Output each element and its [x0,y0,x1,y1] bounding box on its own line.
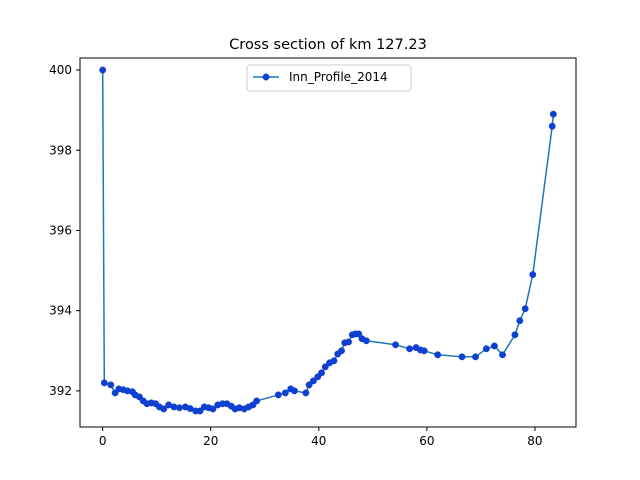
data-point [107,381,115,389]
data-point [196,407,204,415]
data-point [362,337,370,345]
x-tick-label: 80 [527,434,542,448]
legend: Inn_Profile_2014 [246,64,412,92]
data-point [281,389,289,397]
y-tick-label: 392 [49,384,72,398]
legend-label: Inn_Profile_2014 [289,70,388,84]
data-point [549,110,557,118]
data-point [175,404,183,412]
data-point [420,347,428,355]
y-tick-label: 400 [49,63,72,77]
x-tick-label: 60 [419,434,434,448]
data-point [458,353,466,361]
data-point [490,342,498,350]
chart-title: Cross section of km 127.23 [229,37,427,53]
y-tick-label: 394 [49,304,72,318]
data-point [338,347,345,355]
data-point [253,397,261,405]
data-point [321,363,329,371]
data-point [548,122,556,130]
data-point [434,351,442,359]
data-point [330,357,338,365]
data-point [309,377,317,385]
data-point [521,305,529,313]
data-point [499,351,506,359]
data-point [305,381,313,389]
data-point [318,369,325,377]
data-point [160,405,168,413]
data-point [291,387,298,395]
data-point [392,341,399,349]
data-point [482,345,490,353]
axis-ticks: 0 20 40 60 80 392 394 396 398 400 [49,63,542,448]
x-tick-label: 0 [99,434,107,448]
data-point [100,379,108,387]
data-point [516,317,524,325]
y-tick-label: 398 [49,143,72,157]
x-tick-label: 40 [311,434,326,448]
x-tick-label: 20 [203,434,218,448]
axes-frame [79,57,577,428]
y-tick-label: 396 [49,223,72,237]
legend-marker-sample [262,73,270,81]
data-point [209,405,217,413]
data-point [99,66,107,74]
data-point [274,391,282,399]
data-point [302,389,310,397]
data-point [472,353,479,361]
data-point [529,271,537,279]
data-point [355,330,363,338]
plot-area [99,66,557,415]
data-point [406,345,414,353]
data-point [345,338,352,346]
data-point [511,331,519,339]
legend-box [246,64,412,92]
